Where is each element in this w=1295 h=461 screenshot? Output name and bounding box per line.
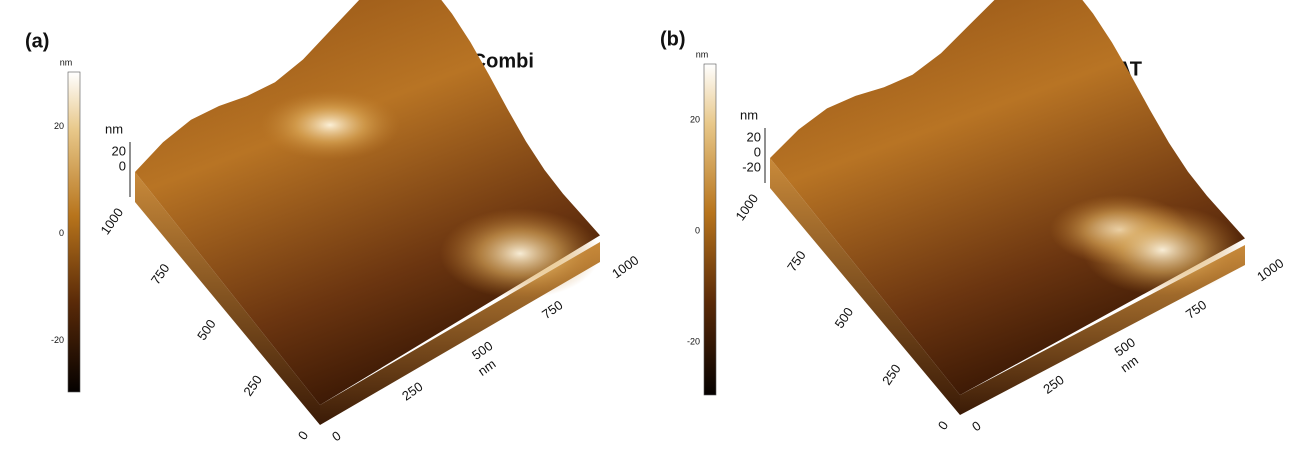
colorbar-unit: nm [60, 57, 73, 67]
x-tick: 750 [1183, 297, 1209, 322]
figure: (a)AR-Combinm200-20nm20002505007501000nm… [0, 0, 1295, 461]
z-tick: 0 [119, 158, 126, 173]
colorbar-tick: -20 [51, 335, 64, 345]
y-tick: 0 [935, 418, 951, 433]
colorbar [704, 64, 716, 395]
panel-label: (b) [660, 28, 686, 50]
colorbar-tick: 20 [690, 115, 700, 125]
z-axis-unit: nm [105, 121, 123, 136]
surface-highlight [440, 209, 600, 299]
z-tick: 0 [754, 144, 761, 159]
z-tick: 20 [112, 143, 126, 158]
panel-label: (a) [25, 30, 49, 52]
x-tick: 1000 [1254, 255, 1286, 284]
colorbar-tick: 0 [59, 228, 64, 238]
surface-highlight [1083, 205, 1243, 295]
y-tick: 0 [295, 428, 311, 443]
y-tick: 1000 [97, 205, 126, 237]
colorbar-tick: 0 [695, 226, 700, 236]
colorbar-tick: -20 [687, 336, 700, 346]
colorbar-unit: nm [696, 49, 709, 59]
x-tick: 250 [399, 379, 425, 404]
y-tick: 500 [832, 305, 857, 331]
z-tick: 20 [747, 129, 761, 144]
surface-highlight [260, 90, 400, 160]
z-tick: -20 [742, 159, 761, 174]
y-tick: 250 [879, 361, 904, 387]
y-tick: 750 [784, 248, 809, 274]
y-tick: 1000 [732, 191, 761, 223]
x-tick: 0 [969, 418, 984, 434]
x-tick: 0 [329, 428, 344, 444]
surface-top [770, 0, 1245, 395]
y-tick: 750 [148, 261, 173, 287]
x-tick: 750 [539, 297, 565, 322]
y-tick: 500 [194, 317, 219, 343]
x-tick: 250 [1040, 372, 1066, 397]
y-tick: 250 [240, 372, 265, 398]
x-tick: 1000 [609, 252, 641, 281]
z-axis-unit: nm [740, 107, 758, 122]
colorbar-tick: 20 [54, 121, 64, 131]
colorbar [68, 72, 80, 392]
